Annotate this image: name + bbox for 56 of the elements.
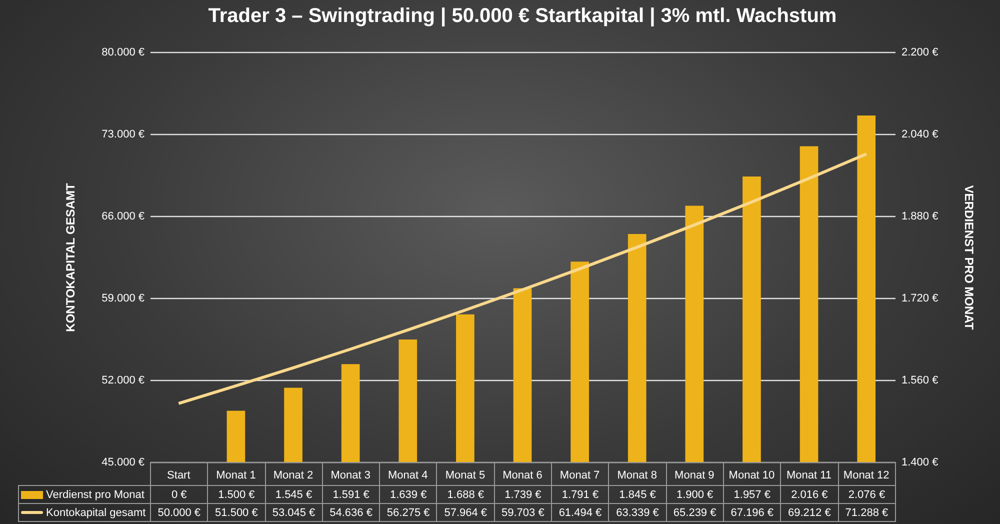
legend-label: Verdienst pro Monat xyxy=(18,486,150,504)
x-tick-label: Monat 8 xyxy=(617,470,657,482)
y-tick-label: 80.000 € xyxy=(102,46,144,58)
data-label: 50.000 € xyxy=(150,504,208,522)
y-tick-label: 52.000 € xyxy=(102,374,144,386)
data-label: 56.275 € xyxy=(380,504,437,522)
y-axis-title: KONTOKAPITAL GESAMT xyxy=(64,182,78,332)
data-label: 61.494 € xyxy=(552,504,609,522)
y2-tick-label: 2.200 € xyxy=(902,46,938,58)
chart-title: Trader 3 – Swingtrading | 50.000 € Startkapital | 3% mtl. Wachstum xyxy=(208,5,837,27)
y2-axis-title: VERDIENST PRO MONAT xyxy=(962,185,976,330)
data-label: 1.791 € xyxy=(552,486,609,504)
x-tick-label: Monat 10 xyxy=(728,470,775,482)
x-tick-label: Start xyxy=(167,470,190,482)
x-tick-label: Monat 2 xyxy=(273,470,314,482)
data-label: 1.957 € xyxy=(723,486,781,504)
text: 0 € xyxy=(172,488,187,500)
data-label: 1.545 € xyxy=(265,486,322,504)
data-label: 1.845 € xyxy=(608,486,666,504)
y2-tick-label: 2.040 € xyxy=(902,128,938,140)
data-label: 69.212 € xyxy=(780,504,838,522)
data-label: 65.239 € xyxy=(666,504,724,522)
data-label: 54.636 € xyxy=(322,504,380,522)
data-label: 57.964 € xyxy=(436,504,494,522)
x-tick-label: Monat 7 xyxy=(560,470,600,482)
x-tick-label: Monat 5 xyxy=(445,470,486,482)
data-label: 59.703 € xyxy=(494,504,552,522)
data-label: 2.076 € xyxy=(838,486,896,504)
data-label: 1.688 € xyxy=(436,486,494,504)
x-tick-label: Monat 11 xyxy=(786,470,832,482)
x-tick-label: Monat 9 xyxy=(674,470,714,482)
y-tick-label: 73.000 € xyxy=(102,128,144,140)
y-tick-label: 59.000 € xyxy=(102,292,144,304)
x-tick-label: Monat 12 xyxy=(843,470,890,482)
y2-tick-label: 1.400 € xyxy=(902,456,938,468)
data-label: 63.339 € xyxy=(608,504,666,522)
y2-tick-label: 1.720 € xyxy=(902,292,938,304)
data-label: 1.739 € xyxy=(494,486,552,504)
data-label: 1.591 € xyxy=(322,486,380,504)
data-label: 67.196 € xyxy=(723,504,781,522)
x-tick-label: Monat 4 xyxy=(388,470,428,482)
x-tick-label: Monat 3 xyxy=(330,470,370,482)
data-label: 53.045 € xyxy=(265,504,322,522)
data-label: 1.639 € xyxy=(380,486,437,504)
legend-label: Kontokapital gesamt xyxy=(18,504,150,522)
x-tick-label: Monat 6 xyxy=(502,470,542,482)
data-label: 1.900 € xyxy=(666,486,724,504)
y-tick-label: 66.000 € xyxy=(102,210,144,222)
data-label: 71.288 € xyxy=(838,504,896,522)
data-label: 51.500 € xyxy=(208,504,266,522)
y2-tick-label: 1.880 € xyxy=(902,210,938,222)
data-label: 2.016 € xyxy=(780,486,838,504)
data-label: 1.500 € xyxy=(208,486,266,504)
y-tick-label: 45.000 € xyxy=(102,456,144,468)
y2-tick-label: 1.560 € xyxy=(902,374,938,386)
x-tick-label: Monat 1 xyxy=(216,470,256,482)
